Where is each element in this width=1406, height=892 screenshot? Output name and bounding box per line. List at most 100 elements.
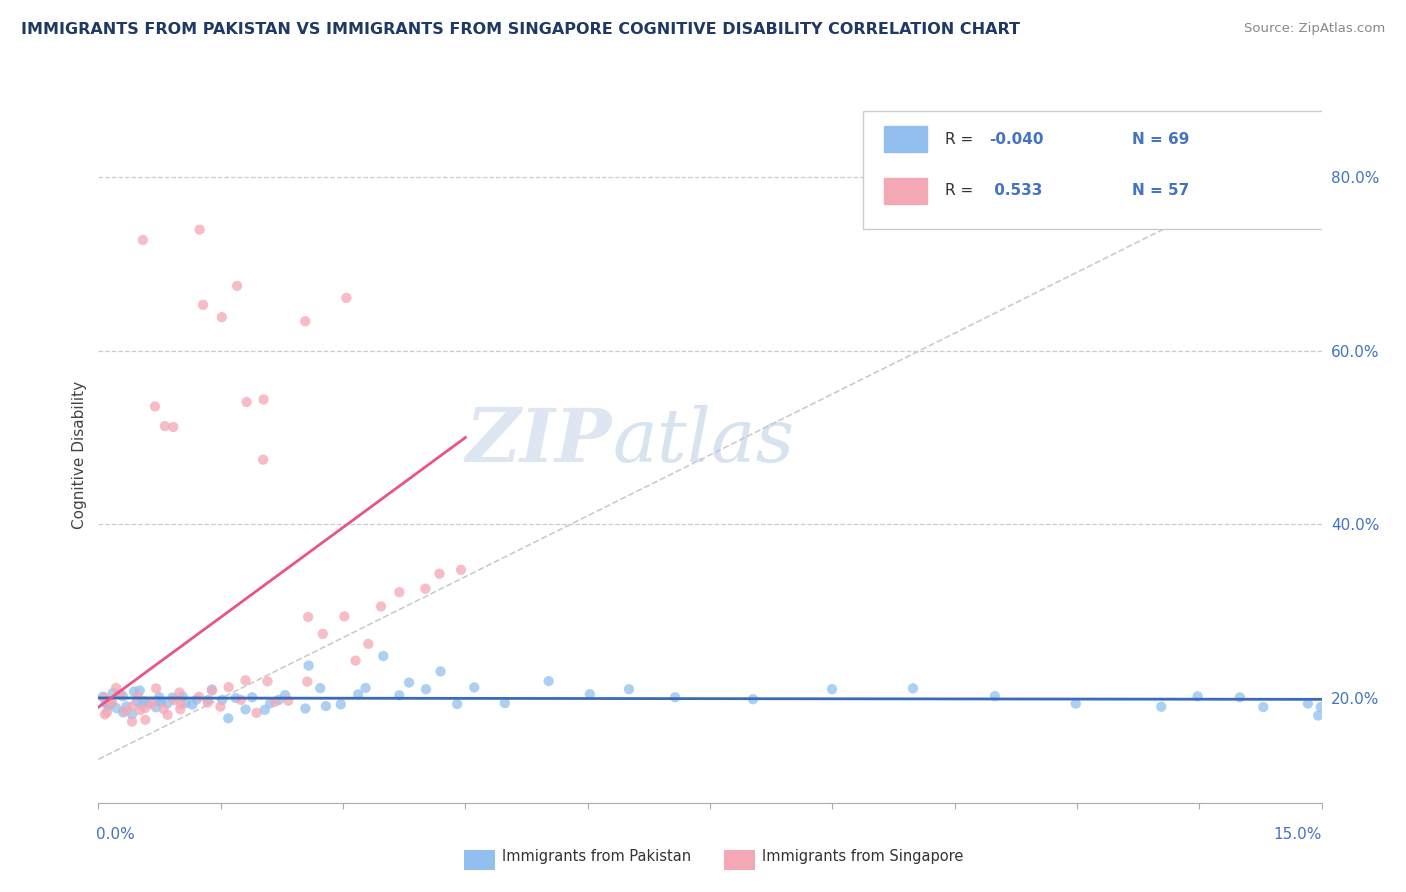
Point — [110, 687, 132, 701]
Point — [163, 693, 186, 707]
Point — [1251, 700, 1274, 714]
Point — [127, 689, 149, 703]
Text: N = 57: N = 57 — [1132, 183, 1189, 198]
Point — [181, 698, 204, 712]
Point — [96, 694, 118, 708]
Point — [162, 690, 184, 705]
Bar — [884, 126, 927, 153]
Point — [312, 627, 335, 641]
Text: Immigrants from Pakistan: Immigrants from Pakistan — [502, 849, 692, 863]
Point — [170, 697, 193, 711]
Point — [274, 688, 297, 702]
Point — [415, 582, 437, 596]
Bar — [884, 178, 927, 204]
Point — [1187, 690, 1209, 704]
Point — [152, 702, 174, 716]
Point — [143, 400, 166, 414]
Point — [217, 711, 239, 725]
Point — [169, 702, 191, 716]
Point — [1308, 708, 1330, 723]
Point — [186, 692, 208, 706]
Point — [105, 701, 128, 715]
Point — [398, 675, 420, 690]
Point — [201, 683, 224, 698]
Point — [617, 682, 640, 697]
Point — [156, 696, 179, 710]
Point — [94, 707, 117, 722]
Point — [370, 599, 392, 614]
Point — [294, 314, 316, 328]
Point — [129, 703, 152, 717]
Point — [354, 681, 377, 695]
Point — [315, 699, 337, 714]
Point — [1229, 690, 1251, 705]
Point — [148, 690, 170, 704]
Point — [211, 693, 233, 707]
Point — [101, 686, 124, 700]
Point — [105, 681, 128, 695]
Text: R =: R = — [945, 131, 979, 146]
Point — [245, 706, 267, 720]
Point — [115, 699, 138, 714]
Point — [344, 654, 367, 668]
Point — [141, 697, 163, 711]
Point — [1296, 697, 1319, 711]
Point — [218, 680, 240, 694]
Point — [429, 566, 451, 581]
Point — [537, 674, 560, 689]
Point — [450, 563, 472, 577]
Point — [97, 699, 120, 714]
Point — [121, 707, 143, 722]
Point — [134, 713, 156, 727]
Point — [134, 701, 156, 715]
Point — [309, 681, 332, 695]
Text: 0.0%: 0.0% — [96, 827, 135, 841]
Point — [96, 706, 118, 720]
Point — [145, 700, 167, 714]
Point — [225, 691, 247, 706]
Point — [188, 690, 211, 704]
Point — [162, 420, 184, 434]
Point — [1064, 697, 1087, 711]
Point — [145, 681, 167, 696]
Point — [121, 699, 143, 714]
Point — [132, 233, 155, 247]
Point — [148, 694, 170, 708]
Text: Source: ZipAtlas.com: Source: ZipAtlas.com — [1244, 22, 1385, 36]
Point — [901, 681, 924, 696]
Point — [188, 222, 211, 236]
Point — [169, 685, 191, 699]
Point — [156, 707, 179, 722]
Text: IMMIGRANTS FROM PAKISTAN VS IMMIGRANTS FROM SINGAPORE COGNITIVE DISABILITY CORRE: IMMIGRANTS FROM PAKISTAN VS IMMIGRANTS F… — [21, 22, 1021, 37]
Point — [240, 690, 263, 705]
Text: Immigrants from Singapore: Immigrants from Singapore — [762, 849, 963, 863]
Point — [235, 673, 257, 688]
Text: ZIP: ZIP — [465, 405, 612, 477]
Point — [191, 298, 214, 312]
Point — [125, 694, 148, 708]
Point — [114, 704, 136, 718]
Point — [150, 695, 173, 709]
Point — [664, 690, 686, 705]
Point — [494, 696, 516, 710]
Point — [94, 696, 117, 710]
Text: -0.040: -0.040 — [988, 131, 1043, 146]
Point — [267, 693, 290, 707]
Point — [134, 694, 156, 708]
Point — [93, 690, 115, 705]
Point — [252, 392, 274, 407]
Point — [415, 682, 437, 697]
Point — [201, 682, 224, 697]
Point — [388, 585, 411, 599]
Point — [446, 697, 468, 711]
Point — [256, 674, 278, 689]
Point — [463, 681, 485, 695]
Point — [131, 698, 153, 712]
Y-axis label: Cognitive Disability: Cognitive Disability — [72, 381, 87, 529]
Point — [259, 696, 281, 710]
Point — [357, 637, 380, 651]
Point — [128, 683, 150, 698]
Point — [388, 688, 411, 702]
Point — [209, 699, 232, 714]
Point — [229, 693, 252, 707]
